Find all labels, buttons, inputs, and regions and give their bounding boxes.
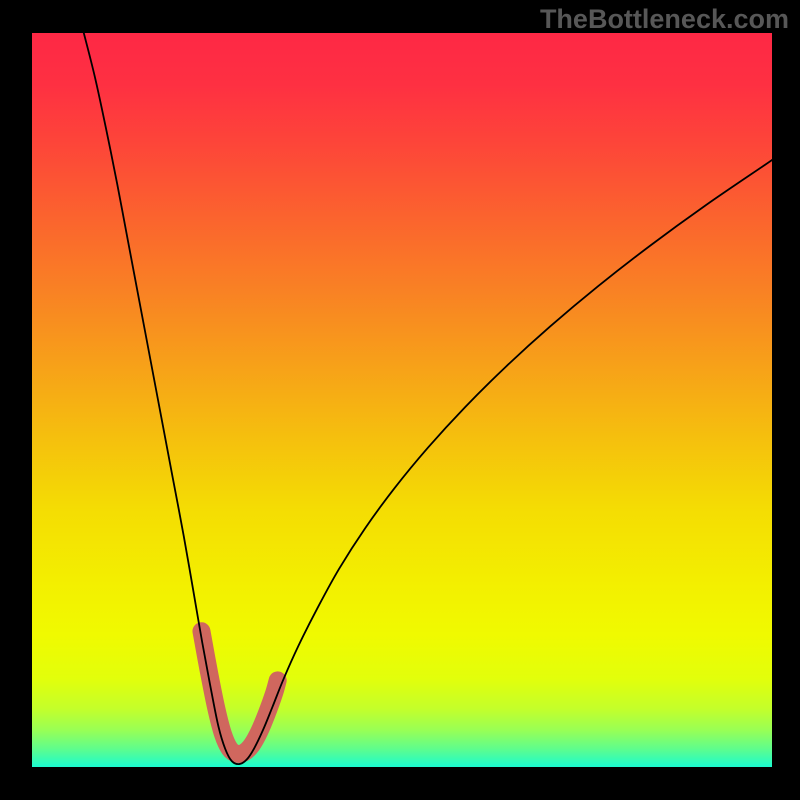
chart-container <box>32 33 772 767</box>
gradient-background <box>32 33 772 767</box>
chart-svg <box>32 33 772 767</box>
watermark-text: TheBottleneck.com <box>540 4 789 35</box>
